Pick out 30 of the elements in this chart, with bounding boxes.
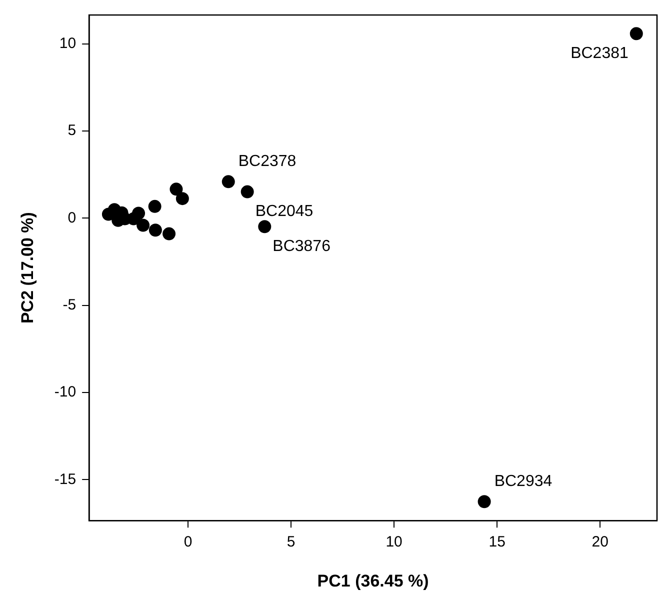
annotation: BC2378 bbox=[238, 153, 296, 170]
point bbox=[162, 227, 176, 240]
x-tick-label: 5 bbox=[286, 534, 296, 551]
x-tick-label: 0 bbox=[184, 534, 192, 551]
point bbox=[240, 185, 254, 198]
x-tick-label: 10 bbox=[386, 534, 402, 551]
annotation: BC2934 bbox=[494, 473, 552, 490]
point bbox=[630, 27, 643, 40]
y-tick-label: 5 bbox=[68, 122, 76, 140]
y-tick-label: 0 bbox=[68, 209, 76, 226]
point bbox=[136, 218, 150, 232]
x-tick-label: 15 bbox=[488, 534, 506, 551]
point bbox=[176, 192, 189, 206]
point bbox=[170, 182, 183, 196]
point bbox=[148, 224, 162, 237]
annotation: BC2045 bbox=[255, 203, 314, 220]
x-axis-title: PC1 (36.45 %) bbox=[317, 571, 429, 590]
point bbox=[148, 200, 162, 213]
point bbox=[478, 495, 491, 508]
point bbox=[258, 220, 272, 234]
y-axis-title: PC2 (17.00 %) bbox=[18, 212, 37, 324]
point bbox=[222, 175, 235, 188]
annotation: BC2381 bbox=[570, 45, 628, 62]
point bbox=[127, 212, 140, 226]
x-tick-label: 20 bbox=[592, 534, 608, 551]
y-tick-label: 10 bbox=[59, 34, 76, 52]
y-tick-label: -15 bbox=[54, 470, 76, 488]
y-tick-label: -5 bbox=[62, 296, 76, 314]
y-tick-label: -10 bbox=[54, 384, 76, 401]
annotation: BC3876 bbox=[272, 238, 331, 256]
